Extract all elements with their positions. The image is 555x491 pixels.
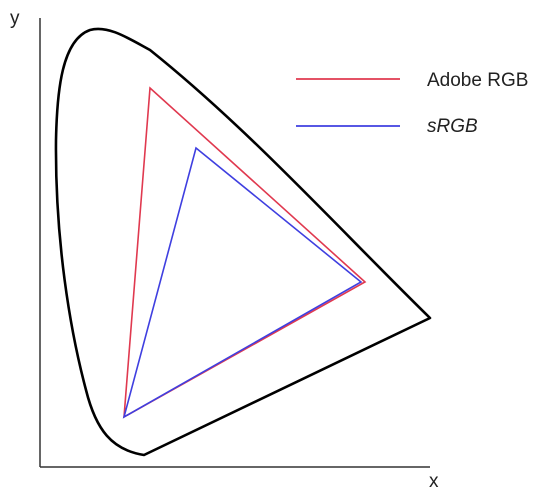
y-axis-label: y [10,8,20,29]
adobe-rgb-gamut [123,86,367,419]
legend-label-srgb: sRGB [427,116,478,137]
x-axis-label: x [429,471,439,491]
srgb-gamut [122,146,363,419]
spectral-locus [54,27,432,457]
legend: Adobe RGB sRGB [296,70,528,137]
legend-label-adobe-rgb: Adobe RGB [427,70,528,91]
